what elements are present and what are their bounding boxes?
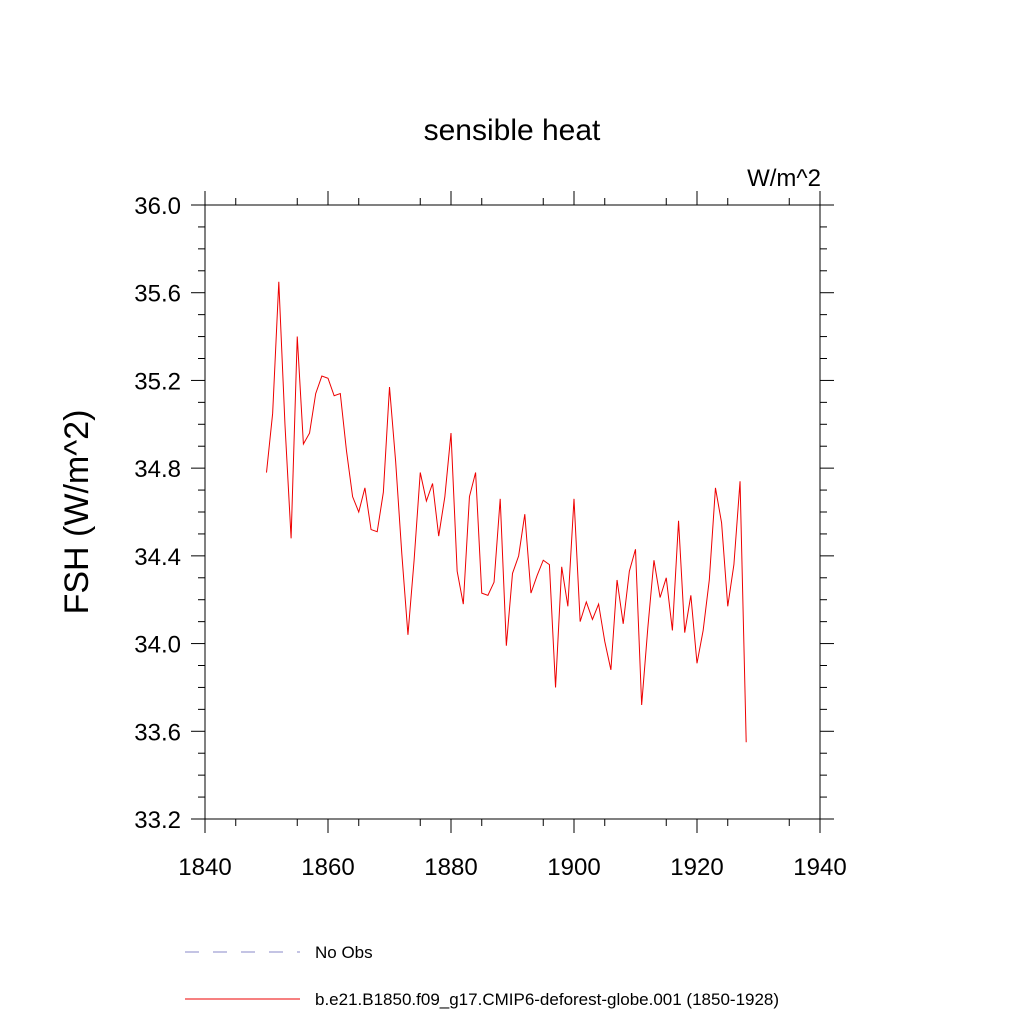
- y-tick-label: 34.8: [134, 456, 181, 483]
- x-tick-label: 1940: [793, 854, 846, 881]
- y-tick-label: 33.2: [134, 807, 181, 834]
- x-axis: 1840 1860 1880 1900 1920 1940: [178, 191, 847, 881]
- x-tick-label: 1920: [670, 854, 723, 881]
- y-tick-label: 35.2: [134, 368, 181, 395]
- x-tick-label: 1840: [178, 854, 231, 881]
- y-tick-label: 34.4: [134, 544, 181, 571]
- chart-title: sensible heat: [424, 114, 601, 147]
- y-tick-label: 33.6: [134, 719, 181, 746]
- units-label: W/m^2: [747, 165, 821, 192]
- minor-ticks: [198, 198, 827, 826]
- y-axis: 33.2 33.6 34.0 34.4 34.8 35.2 35.6 36.0: [134, 193, 834, 834]
- y-tick-label: 34.0: [134, 632, 181, 659]
- x-tick-label: 1900: [547, 854, 600, 881]
- y-axis-label: FSH (W/m^2): [58, 410, 96, 615]
- legend-label-series: b.e21.B1850.f09_g17.CMIP6-deforest-globe…: [315, 990, 779, 1009]
- plot-frame: [204, 204, 821, 820]
- series-line: [266, 281, 747, 743]
- legend: No Obs b.e21.B1850.f09_g17.CMIP6-defores…: [185, 943, 779, 1009]
- legend-label-no-obs: No Obs: [315, 943, 373, 962]
- y-tick-label: 36.0: [134, 193, 181, 220]
- y-tick-label: 35.6: [134, 281, 181, 308]
- x-tick-label: 1880: [424, 854, 477, 881]
- x-tick-label: 1860: [301, 854, 354, 881]
